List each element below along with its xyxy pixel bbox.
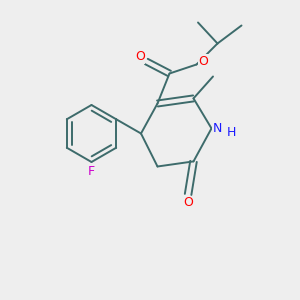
Text: N: N xyxy=(213,122,222,135)
Text: F: F xyxy=(88,165,95,178)
Text: H: H xyxy=(227,126,236,140)
Text: O: O xyxy=(183,196,193,209)
Text: O: O xyxy=(198,55,208,68)
Text: O: O xyxy=(135,50,145,64)
